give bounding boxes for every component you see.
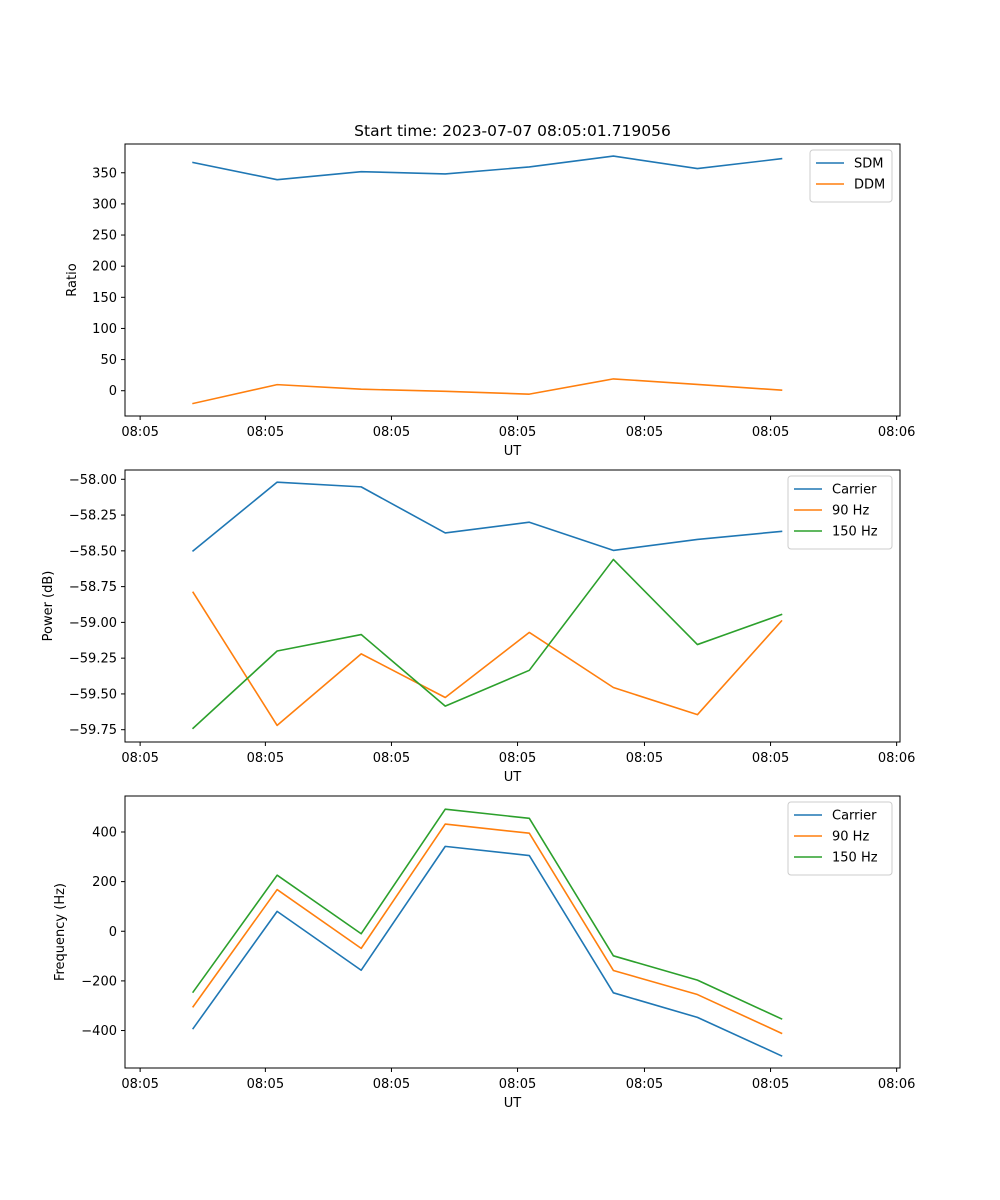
series-line-carrier: [191, 481, 783, 552]
y-tick-label: 0: [109, 925, 117, 940]
y-tick-label: 200: [92, 260, 117, 275]
series-line-150-hz: [191, 808, 783, 1020]
x-tick-label: 08:06: [878, 1077, 915, 1092]
x-tick-label: 08:05: [373, 425, 410, 440]
chart-panel-1: Start time: 2023-07-07 08:05:01.719056 08…: [65, 122, 915, 459]
x-tick-label: 08:05: [373, 751, 410, 766]
x-tick-label: 08:06: [878, 751, 915, 766]
y-tick-label: −59.50: [69, 687, 117, 702]
x-tick-label: 08:05: [247, 425, 284, 440]
x-tick-label: 08:05: [247, 1077, 284, 1092]
x-tick-label: 08:05: [626, 751, 663, 766]
x-tick-label: 08:05: [499, 1077, 536, 1092]
series-line-carrier: [191, 845, 783, 1057]
x-tick-label: 08:05: [626, 1077, 663, 1092]
y-tick-label: 350: [92, 166, 117, 181]
legend: Carrier 90 Hz 150 Hz: [787, 475, 893, 550]
y-tick-label: 250: [92, 229, 117, 244]
legend-label: 150 Hz: [832, 525, 878, 540]
y-tick-label: −59.25: [69, 652, 117, 667]
x-tick-label: 08:05: [752, 751, 789, 766]
x-tick-label: 08:05: [373, 1077, 410, 1092]
y-tick-label: −400: [81, 1024, 117, 1039]
legend-label: 90 Hz: [832, 830, 869, 845]
legend-label: Carrier: [832, 809, 877, 824]
y-tick-label: 300: [92, 197, 117, 212]
series-line-sdm: [192, 155, 783, 181]
y-tick-label: 0: [109, 384, 117, 399]
x-tick-label: 08:05: [752, 1077, 789, 1092]
x-axis-label: UT: [504, 1096, 522, 1111]
y-tick-label: 150: [92, 291, 117, 306]
y-tick-label: −58.50: [69, 544, 117, 559]
x-tick-label: 08:05: [121, 1077, 158, 1092]
axes-frame: [124, 795, 901, 1069]
series-line-90-hz: [191, 591, 783, 727]
y-tick-label: −59.75: [69, 723, 117, 738]
legend-label: SDM: [854, 157, 883, 172]
y-tick-label: −58.25: [69, 509, 117, 524]
series-line-150-hz: [191, 558, 783, 730]
legend: SDM DDM: [809, 149, 893, 203]
x-axis-label: UT: [504, 444, 522, 459]
y-tick-label: 200: [92, 875, 117, 890]
x-tick-label: 08:05: [121, 425, 158, 440]
x-tick-label: 08:06: [878, 425, 915, 440]
series-line-ddm: [192, 378, 783, 405]
legend: Carrier 90 Hz 150 Hz: [787, 801, 893, 876]
x-tick-label: 08:05: [499, 425, 536, 440]
x-axis-label: UT: [504, 770, 522, 785]
y-tick-label: −200: [81, 974, 117, 989]
x-tick-label: 08:05: [752, 425, 789, 440]
y-axis-label: Power (dB): [41, 571, 56, 642]
y-axis-label: Frequency (Hz): [53, 883, 68, 981]
series-line-90-hz: [191, 823, 783, 1035]
chart-title: Start time: 2023-07-07 08:05:01.719056: [354, 122, 671, 140]
legend-label: Carrier: [832, 483, 877, 498]
x-tick-label: 08:05: [626, 425, 663, 440]
axes-frame: [124, 469, 901, 743]
legend-label: DDM: [854, 178, 885, 193]
x-tick-label: 08:05: [247, 751, 284, 766]
y-tick-label: 100: [92, 322, 117, 337]
x-tick-label: 08:05: [499, 751, 536, 766]
y-tick-label: 400: [92, 825, 117, 840]
y-tick-label: −59.00: [69, 616, 117, 631]
y-tick-label: −58.75: [69, 580, 117, 595]
y-axis-label: Ratio: [65, 263, 80, 296]
y-tick-label: −58.00: [69, 473, 117, 488]
legend-label: 90 Hz: [832, 504, 869, 519]
axes-frame: [124, 143, 901, 417]
chart-panel-2: 08:05 08:05 08:05 08:05 08:05 08:05 08:06 −59.7…: [41, 469, 915, 785]
y-tick-label: 50: [100, 353, 117, 368]
x-tick-label: 08:05: [121, 751, 158, 766]
chart-panel-3: 08:05 08:05 08:05 08:05 08:05 08:05 08:06 −400 −…: [53, 795, 915, 1111]
legend-label: 150 Hz: [832, 851, 878, 866]
